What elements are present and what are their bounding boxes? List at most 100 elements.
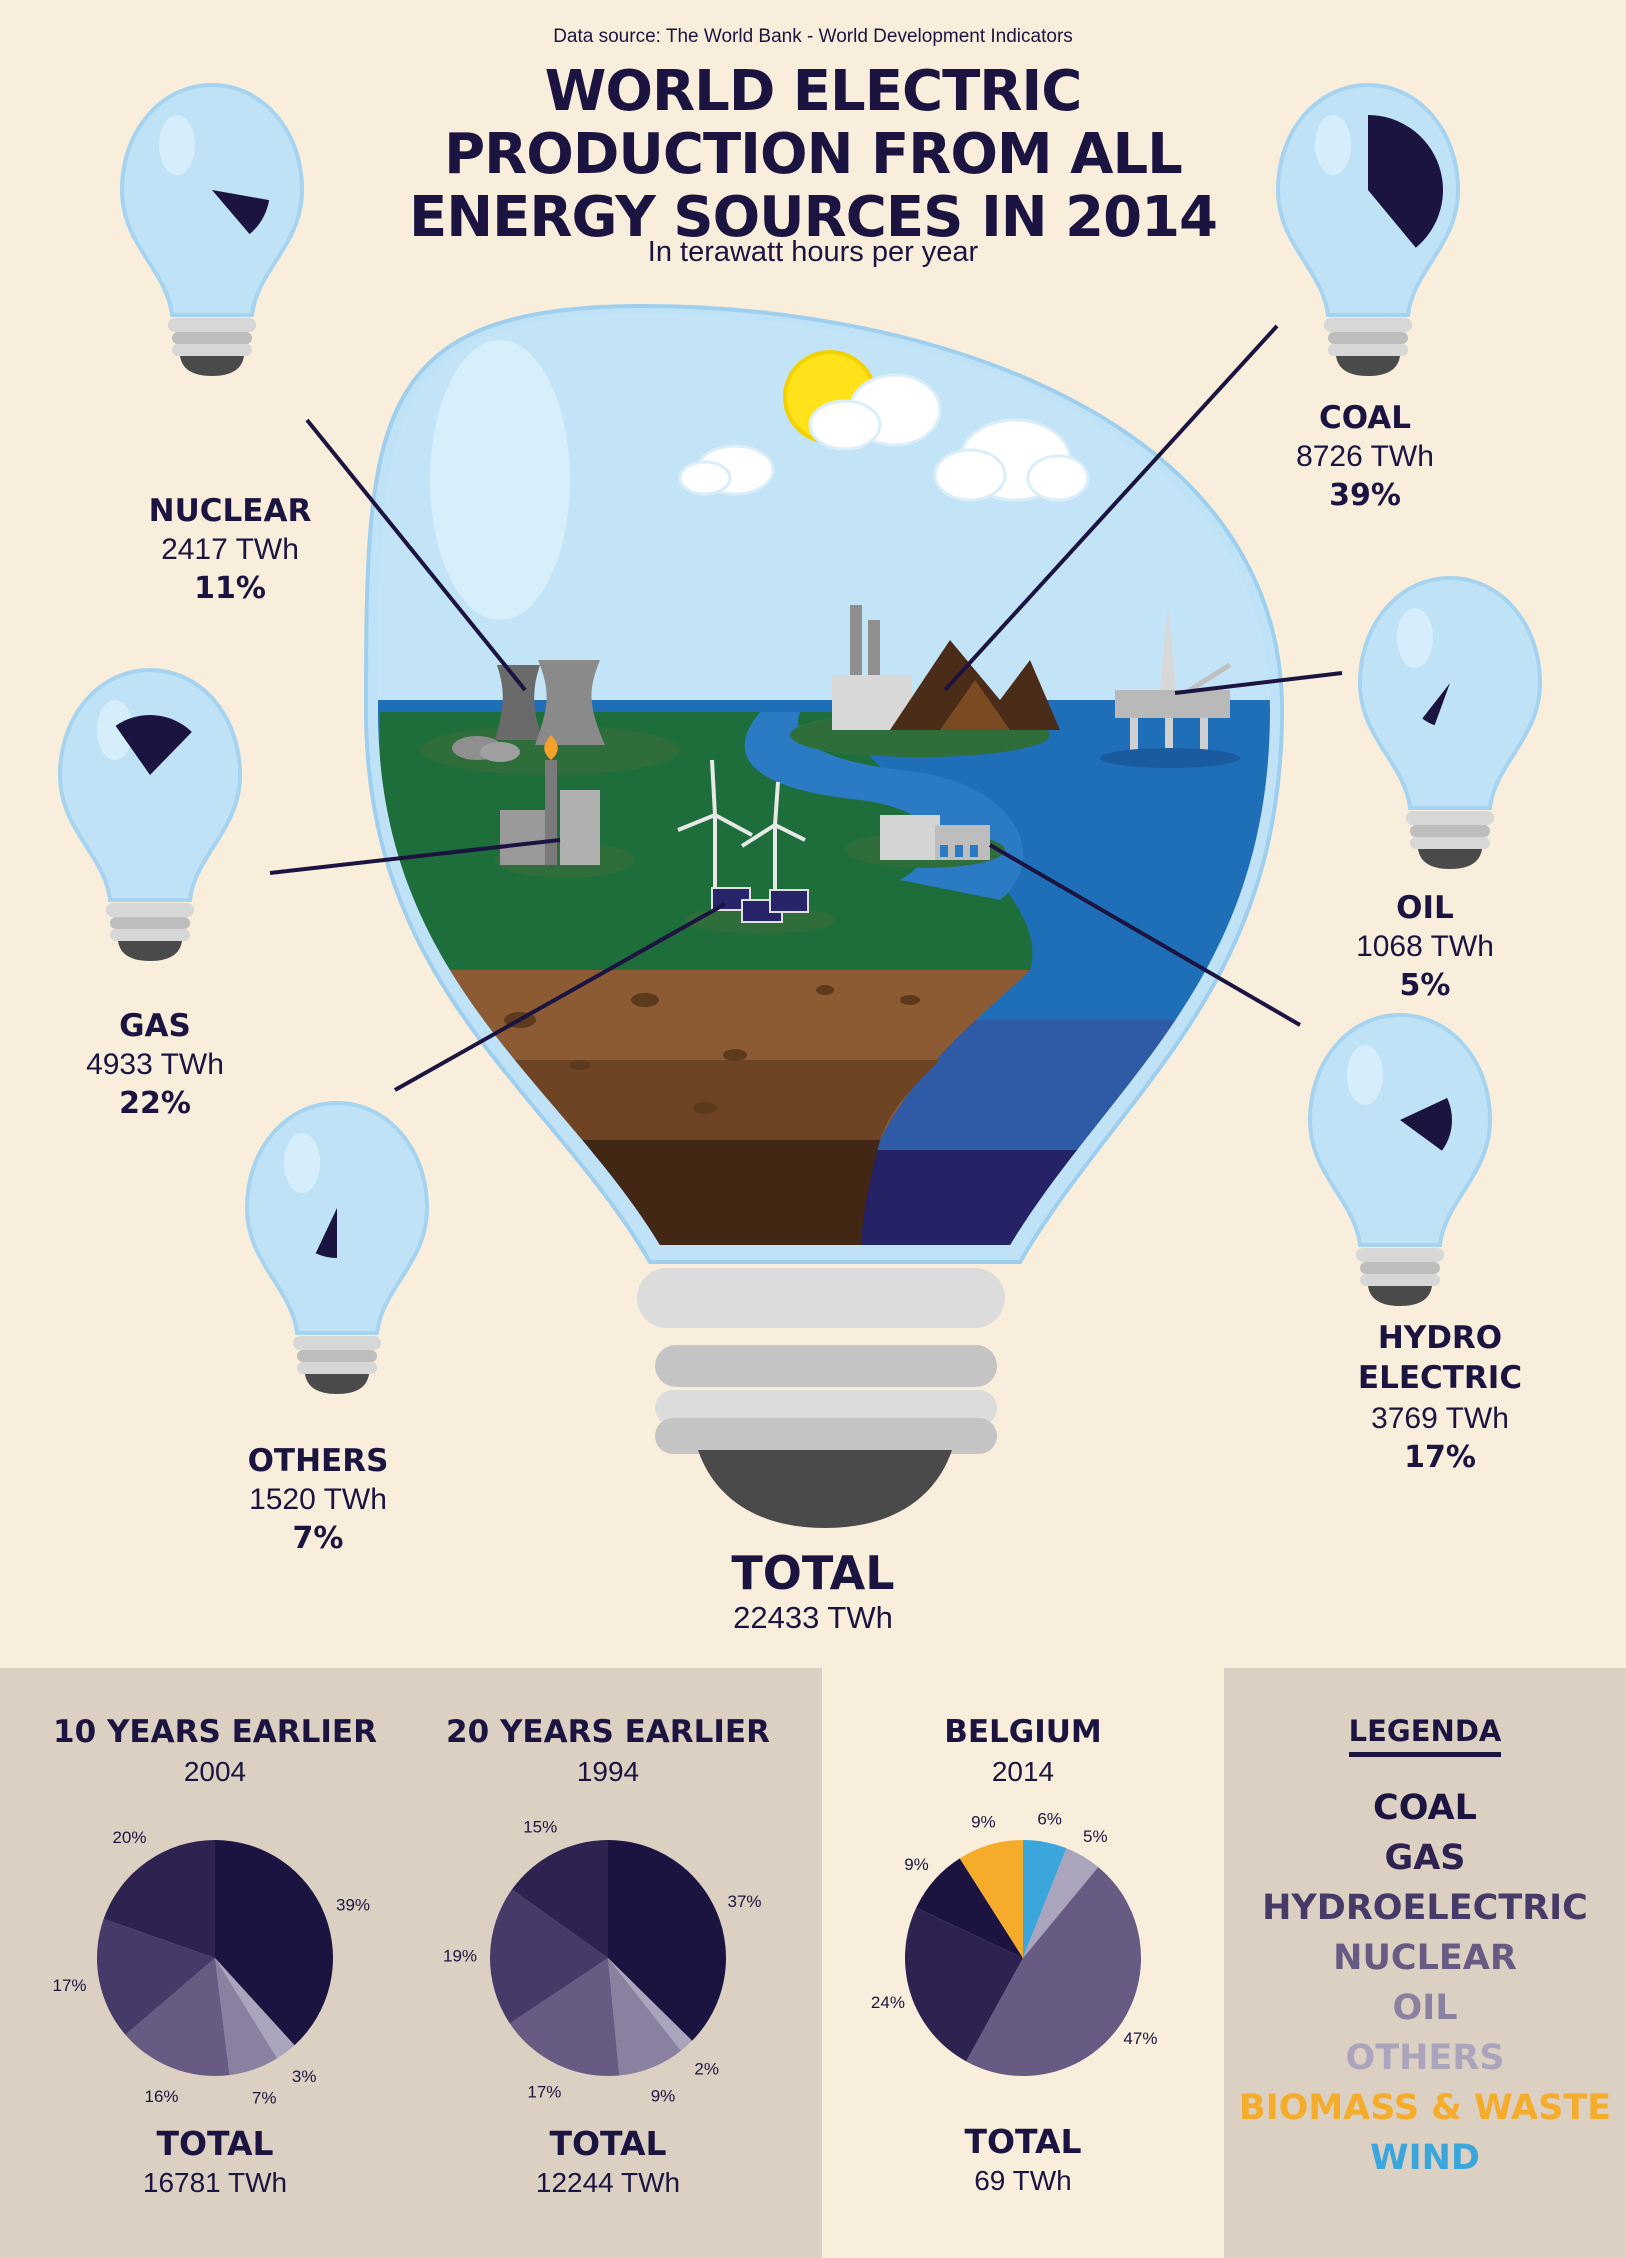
source-value: 1068 TWh bbox=[1356, 930, 1494, 963]
bulb-base-ring bbox=[655, 1390, 997, 1426]
glass-highlight bbox=[430, 340, 570, 620]
pie-slice bbox=[125, 1958, 230, 2076]
pie-title: 20 YEARS EARLIER bbox=[446, 1714, 770, 1750]
legend-item: OIL bbox=[1392, 1988, 1458, 2028]
pie-slice-label: 6% bbox=[1037, 1810, 1062, 1829]
coal-plant-icon bbox=[790, 605, 1060, 757]
legend-item: GAS bbox=[1384, 1838, 1466, 1878]
title-line: WORLD ELECTRIC bbox=[544, 59, 1083, 124]
data-source: Data source: The World Bank - World Deve… bbox=[553, 26, 1073, 47]
pie-title: BELGIUM bbox=[944, 1714, 1102, 1750]
share-wedge bbox=[1422, 683, 1450, 726]
solar-panel-icon bbox=[685, 887, 835, 934]
pie-slice-label: 37% bbox=[727, 1892, 761, 1911]
source-value: 1520 TWh bbox=[249, 1483, 387, 1516]
legend-title: LEGENDA bbox=[1348, 1714, 1502, 1757]
pie-total-label: TOTAL bbox=[156, 2124, 274, 2163]
pie-slice bbox=[511, 1840, 608, 1958]
bulb-base-ring bbox=[655, 1418, 997, 1454]
source-name: GAS bbox=[119, 1008, 191, 1044]
pie-total-belgium: TOTAL 69 TWh bbox=[873, 2122, 1173, 2197]
source-bulb-oil bbox=[1357, 575, 1543, 869]
pie-year: 1994 bbox=[576, 1756, 640, 1787]
legend-item: BIOMASS & WASTE bbox=[1238, 2088, 1612, 2128]
pie-slice bbox=[1023, 1840, 1067, 1958]
source-percent: 5% bbox=[1399, 968, 1451, 1003]
source-percent: 22% bbox=[119, 1086, 191, 1121]
cloud-icon bbox=[808, 373, 942, 451]
total-label: TOTAL bbox=[731, 1546, 895, 1600]
hydro-dam-icon bbox=[845, 815, 1005, 868]
share-wedge bbox=[1368, 115, 1443, 248]
share-wedge bbox=[1400, 1098, 1453, 1151]
total-value: 22433 TWh bbox=[733, 1600, 893, 1635]
pie-2014: 6% 5% 47% 24% 9% 9% bbox=[871, 1810, 1157, 2076]
pie-slice bbox=[959, 1840, 1023, 1958]
source-bulb-gas bbox=[57, 667, 243, 961]
pie-slice bbox=[608, 1840, 726, 2041]
pie-slice-label: 9% bbox=[651, 2086, 676, 2105]
pie-total-label: TOTAL bbox=[964, 2122, 1082, 2161]
source-name: HYDRO ELECTRIC bbox=[1357, 1320, 1523, 1396]
pie-total-value: 16781 TWh bbox=[142, 2167, 288, 2198]
page-subtitle: In terawatt hours per year bbox=[647, 236, 979, 268]
source-bulb-coal bbox=[1275, 82, 1461, 376]
pie-slice bbox=[966, 1867, 1142, 2076]
source-bulb-nuclear bbox=[119, 82, 305, 376]
bulb-base-ring bbox=[637, 1268, 1005, 1328]
pie-slice-label: 3% bbox=[292, 2067, 317, 2086]
pie-slice bbox=[103, 1840, 215, 1958]
pie-slice bbox=[608, 1958, 693, 2051]
legend-item: NUCLEAR bbox=[1333, 1938, 1517, 1978]
legend-item: HYDROELECTRIC bbox=[1262, 1888, 1588, 1928]
source-bulb-others bbox=[244, 1100, 430, 1394]
source-bulbs bbox=[57, 82, 1543, 1394]
pie-total-2004: TOTAL 16781 TWh bbox=[40, 2124, 390, 2199]
pie-slice bbox=[1023, 1848, 1099, 1958]
legend-items: COAL GAS HYDROELECTRIC NUCLEAR OIL OTHERS BIOM… bbox=[1224, 1783, 1626, 2183]
pie-heading-1994: 20 YEARS EARLIER 1994 bbox=[433, 1714, 783, 1788]
title-line: ENERGY SOURCES IN 2014 bbox=[408, 185, 1218, 250]
source-value: 3769 TWh bbox=[1371, 1402, 1509, 1435]
source-percent: 17% bbox=[1404, 1440, 1476, 1475]
gas-plant-icon bbox=[495, 735, 635, 878]
pie-total-1994: TOTAL 12244 TWh bbox=[433, 2124, 783, 2199]
source-value: 4933 TWh bbox=[86, 1048, 224, 1081]
pie-slice-label: 17% bbox=[527, 2083, 561, 2102]
pie-heading-belgium: BELGIUM 2014 bbox=[873, 1714, 1173, 1788]
pie-2004: 39% 3% 7% 16% 17% 20% bbox=[53, 1828, 371, 2107]
source-value: 8726 TWh bbox=[1296, 440, 1434, 473]
oil-rig-icon bbox=[1100, 605, 1240, 768]
source-label-oil: OIL 1068 TWh 5% bbox=[1290, 890, 1560, 1003]
title-line: PRODUCTION FROM ALL bbox=[444, 122, 1183, 187]
source-name: COAL bbox=[1318, 400, 1412, 436]
pie-total-label: TOTAL bbox=[549, 2124, 667, 2163]
main-illustration bbox=[269, 303, 1343, 1528]
source-percent: 39% bbox=[1329, 478, 1401, 513]
pie-slice-label: 20% bbox=[112, 1828, 146, 1847]
pie-slice-label: 7% bbox=[252, 2089, 277, 2108]
pie-slice-label: 19% bbox=[443, 1947, 477, 1966]
pie-slice bbox=[215, 1958, 295, 2059]
pie-slice bbox=[905, 1907, 1023, 2062]
pie-total-value: 12244 TWh bbox=[535, 2167, 681, 2198]
pie-heading-2004: 10 YEARS EARLIER 2004 bbox=[40, 1714, 390, 1788]
source-label-coal: COAL 8726 TWh 39% bbox=[1230, 400, 1500, 513]
pie-slice-label: 16% bbox=[145, 2087, 179, 2106]
leader-lines bbox=[269, 324, 1343, 1092]
pie-1994: 37% 2% 9% 17% 19% 15% bbox=[443, 1817, 762, 2105]
pie-year: 2014 bbox=[991, 1756, 1055, 1787]
pie-slice bbox=[489, 1889, 608, 2024]
source-label-others: OTHERS 1520 TWh 7% bbox=[183, 1443, 453, 1556]
legend-panel bbox=[1224, 1668, 1626, 2258]
pie-slice bbox=[916, 1858, 1023, 1958]
pie-slice bbox=[215, 1958, 278, 2076]
page-title: WORLD ELECTRIC PRODUCTION FROM ALL ENERG… bbox=[300, 60, 1326, 249]
bulb-base-ring bbox=[655, 1345, 997, 1387]
legend-item: OTHERS bbox=[1345, 2038, 1505, 2078]
pie-slice-label: 2% bbox=[694, 2059, 719, 2078]
source-label-nuclear: NUCLEAR 2417 TWh 11% bbox=[95, 493, 365, 606]
pie-slice bbox=[215, 1840, 333, 2046]
cloud-icon bbox=[933, 418, 1090, 502]
pie-slice-label: 17% bbox=[53, 1976, 87, 1995]
